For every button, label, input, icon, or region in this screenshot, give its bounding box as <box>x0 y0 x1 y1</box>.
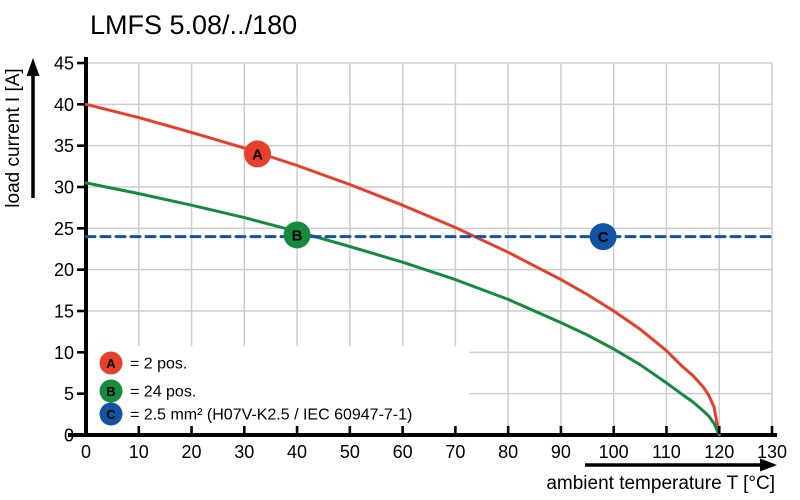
legend-swatch-C <box>99 402 123 426</box>
legend-background-layer <box>88 346 470 433</box>
legend-background <box>88 346 470 433</box>
y-tick-label: 15 <box>54 302 74 322</box>
x-tick-label: 40 <box>287 442 307 462</box>
legend-swatch-A <box>99 351 123 375</box>
y-tick-label: 30 <box>54 178 74 198</box>
curve-marker-C <box>589 223 617 251</box>
x-tick-label: 60 <box>393 442 413 462</box>
legend-swatch-letter-B: B <box>106 384 115 399</box>
x-axis-arrowhead-icon <box>760 458 777 472</box>
y-tick-label: 10 <box>54 343 74 363</box>
x-tick-label: 80 <box>498 442 518 462</box>
legend-swatch-letter-A: A <box>106 356 116 371</box>
y-tick-label: 5 <box>64 384 74 404</box>
tick-layer: 0 10 20 30 40 50 60 70 80 90 100 110 120 130 0 5 10 15 20 2… <box>54 54 787 463</box>
marker-layer: A B C <box>244 140 617 251</box>
curve-marker-letter-A: A <box>252 146 263 163</box>
x-tick-label: 100 <box>599 442 629 462</box>
y-tick-label: 20 <box>54 260 74 280</box>
y-tick-label: 35 <box>54 136 74 156</box>
y-axis-label: load current I [A] <box>3 68 24 207</box>
legend-layer: A = 2 pos. B = 24 pos. C = 2.5 mm² (H07V-K2.5… <box>99 351 412 426</box>
axis-layer <box>68 57 777 437</box>
x-tick-label: 120 <box>704 442 734 462</box>
x-tick-label: 130 <box>757 442 787 462</box>
legend-label-A: = 2 pos. <box>130 356 187 373</box>
legend-label-C: = 2.5 mm² (H07V-K2.5 / IEC 60947-7-1) <box>130 407 412 424</box>
x-tick-label: 0 <box>81 442 91 462</box>
y-tick-label: 40 <box>54 95 74 115</box>
page-title: LMFS 5.08/../180 <box>90 10 297 40</box>
curve-marker-letter-C: C <box>598 229 609 246</box>
x-tick-label: 30 <box>234 442 254 462</box>
legend-swatch-B <box>99 379 123 403</box>
x-tick-label: 110 <box>652 442 681 462</box>
y-tick-label: 0 <box>64 426 74 446</box>
legend-swatch-letter-C: C <box>106 407 116 422</box>
x-tick-label: 20 <box>182 442 202 462</box>
x-tick-label: 10 <box>129 442 149 462</box>
y-axis-arrowhead-icon <box>26 58 40 76</box>
x-axis-label: ambient temperature T [°C] <box>546 473 775 494</box>
curve-marker-A <box>244 140 271 168</box>
y-tick-label: 45 <box>54 54 74 74</box>
x-tick-label: 70 <box>445 442 465 462</box>
curve-marker-letter-B: B <box>292 227 303 244</box>
curve-B <box>84 181 721 437</box>
curve-marker-B <box>283 221 311 249</box>
y-tick-label: 25 <box>54 219 74 239</box>
x-tick-label: 90 <box>551 442 571 462</box>
x-tick-label: 50 <box>340 442 360 462</box>
legend-label-B: = 24 pos. <box>130 384 196 401</box>
